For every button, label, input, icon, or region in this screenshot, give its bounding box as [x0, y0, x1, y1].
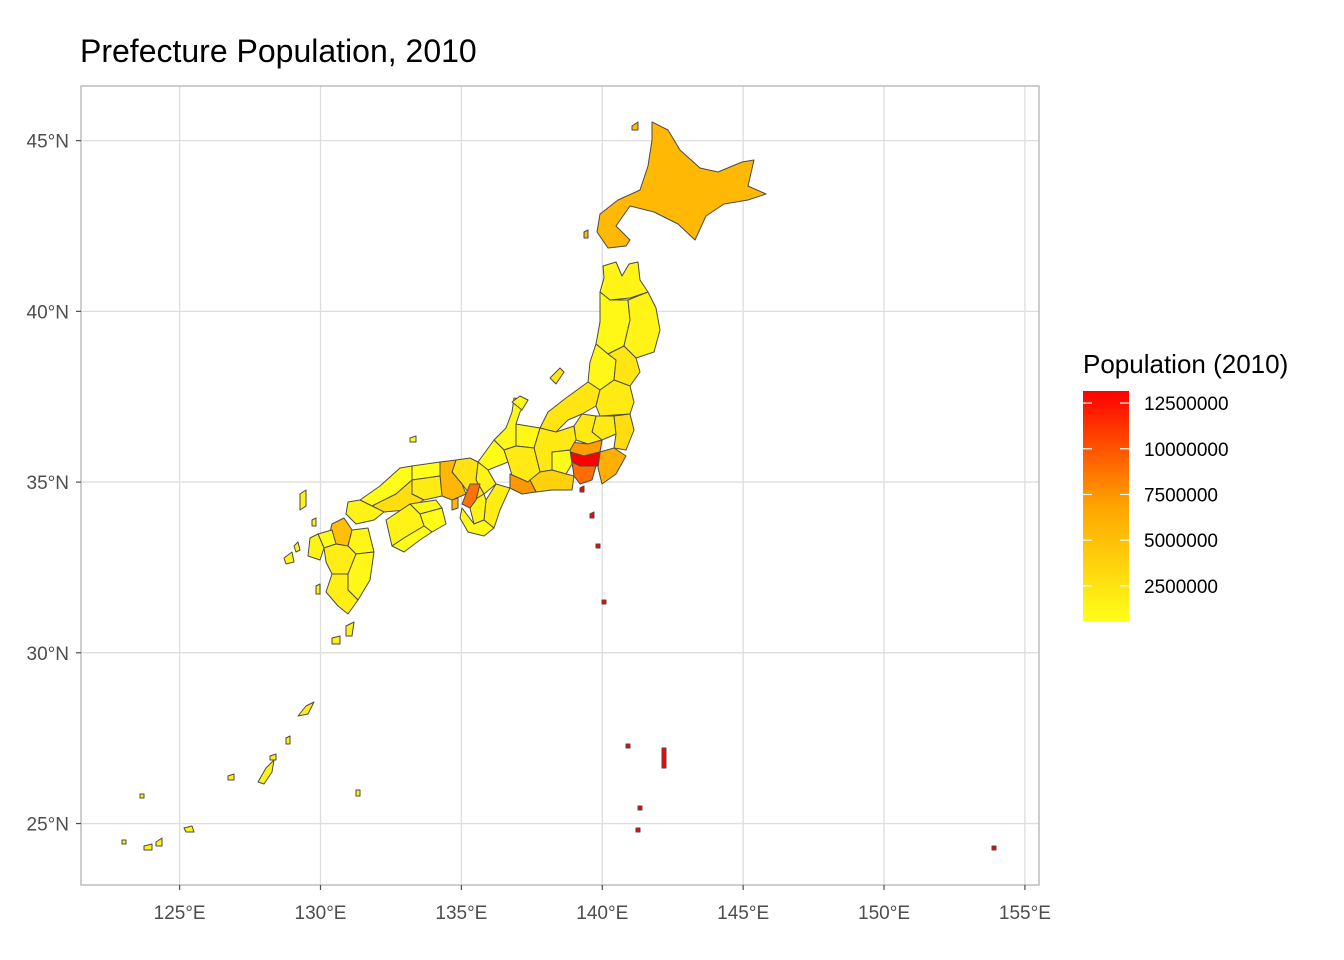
y-tick-label: 30°N — [27, 644, 69, 665]
island-hateruma — [139, 793, 145, 799]
prefecture-fukui[interactable] — [477, 439, 509, 471]
x-axis: 125°E 130°E 135°E 140°E 145°E 150°E 155°E — [154, 885, 1051, 924]
prefecture-miyagi[interactable] — [607, 345, 641, 387]
y-tick-label: 40°N — [27, 302, 69, 323]
island-iriomote — [155, 837, 163, 847]
island-okushiri — [583, 229, 589, 239]
island-kume — [227, 773, 235, 781]
island-yonaguni — [121, 839, 127, 845]
island-torishima — [601, 599, 607, 605]
island-minamitori — [991, 845, 997, 851]
island-daito — [355, 789, 361, 797]
prefecture-ibaraki[interactable] — [613, 413, 635, 451]
prefecture-iwate[interactable] — [623, 291, 661, 359]
prefecture-nagasaki[interactable] — [307, 533, 325, 561]
prefecture-wakayama[interactable] — [459, 507, 495, 537]
y-tick-label: 25°N — [27, 815, 69, 836]
legend-label: 12500000 — [1144, 394, 1229, 415]
x-tick-label: 125°E — [154, 903, 206, 924]
prefecture-okinawa[interactable] — [257, 759, 275, 785]
island-koshiki — [315, 583, 321, 595]
island-awaji — [451, 497, 459, 511]
legend-title: Population (2010) — [1083, 349, 1288, 379]
island-yakushima — [331, 635, 341, 645]
island-goto — [283, 551, 295, 565]
x-tick-label: 130°E — [295, 903, 347, 924]
prefecture-kagoshima[interactable] — [325, 573, 359, 615]
island-aogashima — [595, 543, 601, 549]
island-tsushima — [299, 489, 307, 511]
prefecture-yamaguchi[interactable] — [345, 499, 385, 525]
y-axis: 25°N 30°N 35°N 40°N 45°N — [27, 132, 81, 836]
island-oki — [409, 435, 417, 443]
panel-border — [80, 85, 1040, 886]
x-tick-label: 140°E — [576, 903, 628, 924]
island-ogasawara — [661, 747, 667, 769]
x-tick-label: 155°E — [999, 903, 1051, 924]
legend: Population (2010) 2500000 5000000 7500000 1… — [1083, 349, 1288, 621]
island-sado — [549, 367, 565, 385]
x-tick-label: 145°E — [717, 903, 769, 924]
island-miyako — [183, 825, 195, 833]
y-tick-label: 45°N — [27, 132, 69, 153]
island-goto-north — [293, 541, 301, 553]
prefecture-map — [121, 121, 997, 851]
legend-colorbar — [1083, 391, 1129, 621]
x-tick-label: 150°E — [858, 903, 910, 924]
island-okinoerabu — [269, 753, 277, 761]
island-tanegashima — [345, 621, 355, 637]
island-amami — [297, 701, 315, 717]
prefecture-kochi[interactable] — [391, 525, 433, 553]
island-hachijo — [589, 511, 595, 519]
gridlines — [81, 86, 1039, 885]
island-kita-iwo — [635, 827, 641, 833]
legend-label: 2500000 — [1144, 577, 1218, 598]
island-iki — [311, 517, 317, 527]
map-title: Prefecture Population, 2010 — [80, 33, 477, 69]
island-nishinoshima — [625, 743, 631, 749]
island-rishiri — [631, 121, 639, 131]
prefecture-aomori[interactable] — [599, 261, 649, 301]
island-group — [121, 121, 997, 851]
prefecture-hokkaido[interactable] — [596, 121, 767, 249]
legend-ticks: 2500000 5000000 7500000 10000000 12500000 — [1083, 394, 1229, 598]
plot-panel — [80, 85, 1040, 886]
island-noto — [511, 395, 529, 411]
island-ishigaki — [143, 843, 153, 851]
island-tokunoshima — [285, 735, 291, 745]
legend-label: 10000000 — [1144, 440, 1229, 461]
island-iwo — [637, 805, 643, 811]
y-tick-label: 35°N — [27, 473, 69, 494]
legend-label: 5000000 — [1144, 531, 1218, 552]
prefecture-fukushima[interactable] — [595, 379, 635, 417]
prefecture-chiba[interactable] — [597, 447, 627, 485]
legend-label: 7500000 — [1144, 485, 1218, 506]
x-tick-label: 135°E — [435, 903, 487, 924]
island-izu-oshima — [579, 485, 585, 493]
